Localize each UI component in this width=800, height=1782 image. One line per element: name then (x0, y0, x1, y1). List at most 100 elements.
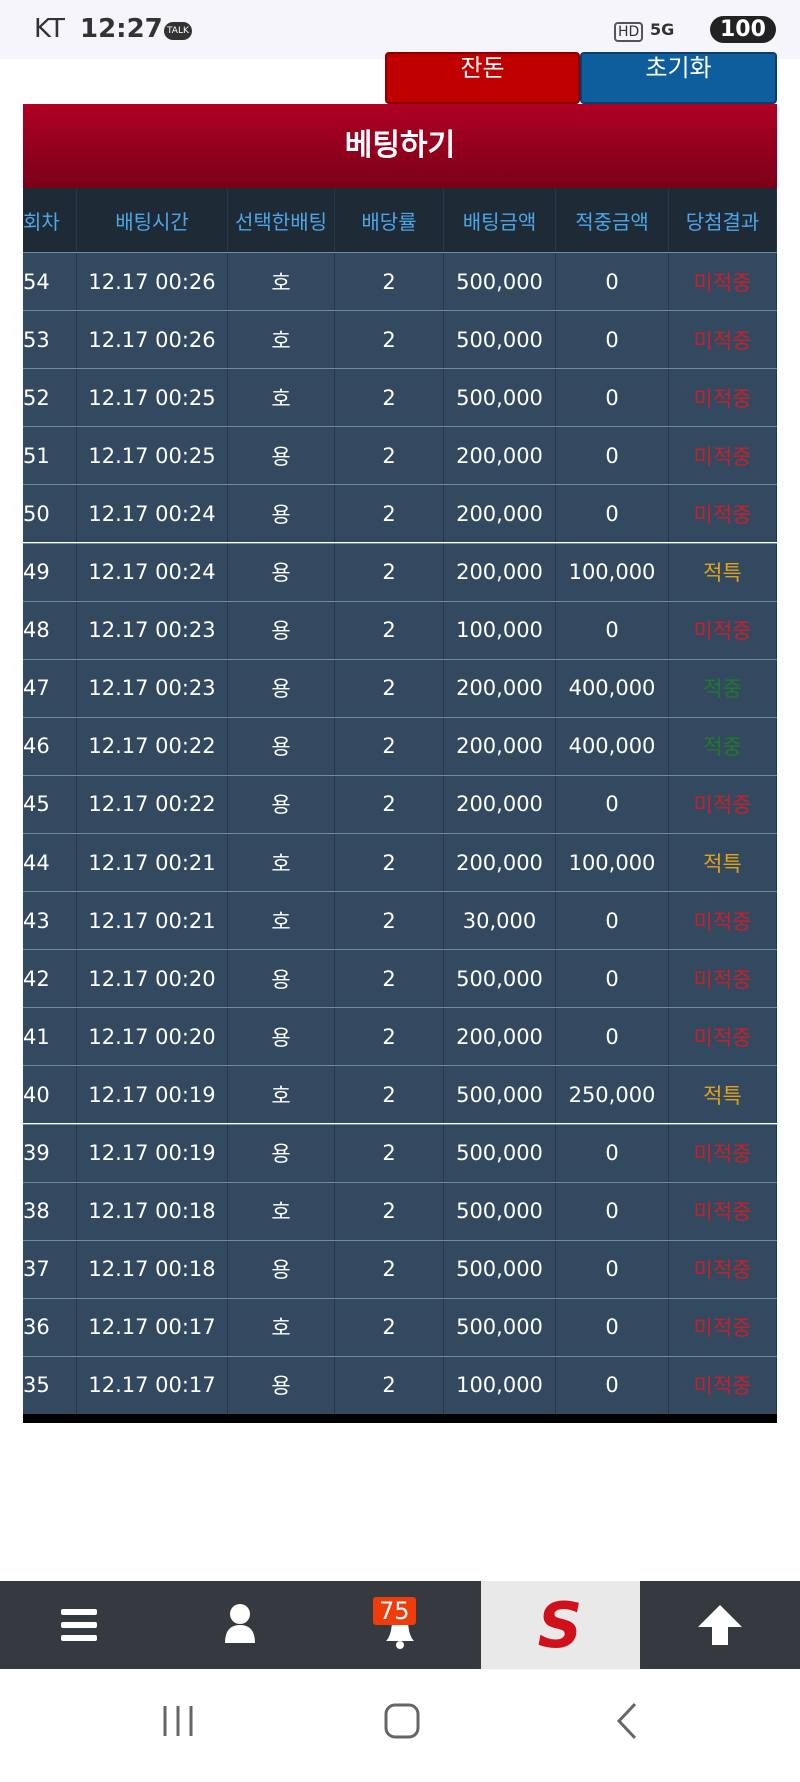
table-cell: 0 (556, 1356, 669, 1414)
table-cell: 0 (556, 892, 669, 950)
table-cell: 미적중 (669, 311, 777, 369)
table-row: 39 12.17 00:19 용 2 500,000 0 미적중 (23, 1123, 777, 1182)
recent-button[interactable] (163, 1706, 193, 1736)
table-cell: 미적중 (669, 1298, 777, 1356)
table-cell: 2 (335, 717, 444, 775)
column-header: 선택한배팅 (228, 188, 335, 252)
menu-icon[interactable] (61, 1609, 97, 1641)
table-row: 40 12.17 00:19 호 2 500,000 250,000 적특 (23, 1065, 777, 1124)
table-cell: 12.17 00:18 (77, 1182, 228, 1240)
table-cell: 51 (23, 427, 77, 485)
table-cell: 200,000 (444, 485, 556, 543)
table-cell: 호 (228, 1182, 335, 1240)
table-cell: 미적중 (669, 775, 777, 833)
table-cell: 500,000 (444, 1124, 556, 1182)
table-cell: 12.17 00:18 (77, 1240, 228, 1298)
table-cell: 미적중 (669, 1124, 777, 1182)
table-cell: 용 (228, 543, 335, 601)
system-nav (0, 1669, 800, 1778)
table-cell: 용 (228, 659, 335, 717)
table-cell: 46 (23, 717, 77, 775)
table-cell: 45 (23, 775, 77, 833)
table-cell: 500,000 (444, 253, 556, 310)
table-cell: 12.17 00:19 (77, 1066, 228, 1124)
change-button[interactable]: 잔돈 (385, 52, 580, 104)
table-cell: 12.17 00:25 (77, 427, 228, 485)
table-row: 48 12.17 00:23 용 2 100,000 0 미적중 (23, 600, 777, 659)
table-cell: 54 (23, 253, 77, 310)
top-icon[interactable] (698, 1605, 742, 1645)
back-button[interactable] (616, 1702, 637, 1740)
table-cell: 2 (335, 601, 444, 659)
table-cell: 12.17 00:20 (77, 950, 228, 1008)
table-row: 54 12.17 00:26 호 2 500,000 0 미적중 (23, 252, 777, 310)
table-cell: 호 (228, 369, 335, 427)
table-cell: 미적중 (669, 253, 777, 310)
user-icon[interactable] (225, 1604, 255, 1643)
table-cell: 용 (228, 1356, 335, 1414)
table-cell: 200,000 (444, 834, 556, 891)
home-button[interactable] (384, 1703, 420, 1739)
table-cell: 적특 (669, 1066, 777, 1124)
table-cell: 500,000 (444, 311, 556, 369)
table-cell: 0 (556, 950, 669, 1008)
table-cell: 2 (335, 543, 444, 601)
table-cell: 호 (228, 311, 335, 369)
table-cell: 0 (556, 1298, 669, 1356)
table-cell: 호 (228, 1066, 335, 1124)
table-cell: 2 (335, 1066, 444, 1124)
table-cell: 100,000 (444, 601, 556, 659)
network: 5G (650, 20, 675, 39)
table-cell: 35 (23, 1356, 77, 1414)
status-bar: KT 12:27 TALK HD 5G 100 (0, 0, 800, 59)
column-header: 배팅시간 (77, 188, 228, 252)
table-cell: 미적중 (669, 950, 777, 1008)
table-row: 41 12.17 00:20 용 2 200,000 0 미적중 (23, 1007, 777, 1066)
time: 12:27 (80, 14, 163, 44)
table-cell: 용 (228, 601, 335, 659)
table-cell: 2 (335, 311, 444, 369)
table-cell: 미적중 (669, 1240, 777, 1298)
table-cell: 12.17 00:17 (77, 1356, 228, 1414)
table-cell: 2 (335, 427, 444, 485)
table-cell: 2 (335, 834, 444, 891)
table-cell: 12.17 00:26 (77, 311, 228, 369)
table-cell: 44 (23, 834, 77, 891)
table-cell: 43 (23, 892, 77, 950)
table-cell: 0 (556, 427, 669, 485)
table-cell: 42 (23, 950, 77, 1008)
table-cell: 0 (556, 1182, 669, 1240)
table-cell: 30,000 (444, 892, 556, 950)
table-cell: 250,000 (556, 1066, 669, 1124)
table-row: 42 12.17 00:20 용 2 500,000 0 미적중 (23, 949, 777, 1008)
table-cell: 12.17 00:24 (77, 485, 228, 543)
table-cell: 용 (228, 1124, 335, 1182)
table-row: 50 12.17 00:24 용 2 200,000 0 미적중 (23, 484, 777, 543)
table-cell: 0 (556, 253, 669, 310)
system-icons (163, 1702, 637, 1740)
table-row: 52 12.17 00:25 호 2 500,000 0 미적중 (23, 368, 777, 427)
table-cell: 미적중 (669, 485, 777, 543)
table-cell: 적특 (669, 543, 777, 601)
table-cell: 용 (228, 427, 335, 485)
hd-icon: HD (614, 22, 644, 42)
table-cell: 용 (228, 775, 335, 833)
table-cell: 미적중 (669, 427, 777, 485)
bottom-nav: S 75 (0, 1581, 800, 1669)
table-cell: 미적중 (669, 601, 777, 659)
table-cell: 2 (335, 1124, 444, 1182)
reset-button[interactable]: 초기화 (580, 52, 777, 104)
table-cell: 50 (23, 485, 77, 543)
column-header: 적중금액 (556, 188, 669, 252)
table-cell: 500,000 (444, 1240, 556, 1298)
table-cell: 2 (335, 1356, 444, 1414)
logo-tab[interactable] (481, 1581, 640, 1669)
table-cell: 2 (335, 659, 444, 717)
table-cell: 0 (556, 1240, 669, 1298)
table-cell: 2 (335, 485, 444, 543)
table-cell: 500,000 (444, 1066, 556, 1124)
table-cell: 36 (23, 1298, 77, 1356)
table-cell: 호 (228, 834, 335, 891)
table-cell: 12.17 00:20 (77, 1008, 228, 1066)
table-row: 45 12.17 00:22 용 2 200,000 0 미적중 (23, 774, 777, 833)
